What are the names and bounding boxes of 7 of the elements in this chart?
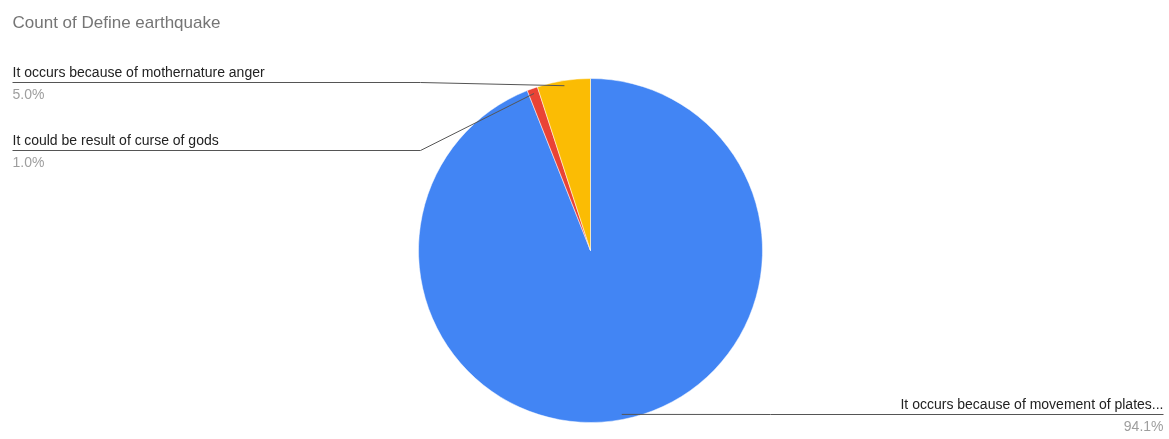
- slice-label: It occurs because of mothernature anger: [12, 63, 265, 80]
- data-label: 94.1%: [1123, 417, 1164, 434]
- slice-label: It could be result of curse of gods: [12, 131, 219, 148]
- slice-label: It occurs because of movement of plates...: [900, 395, 1164, 412]
- chart-title: Count of Define earthquake: [12, 12, 221, 32]
- data-label: 5.0%: [12, 85, 45, 102]
- data-label: 1.0%: [12, 153, 45, 170]
